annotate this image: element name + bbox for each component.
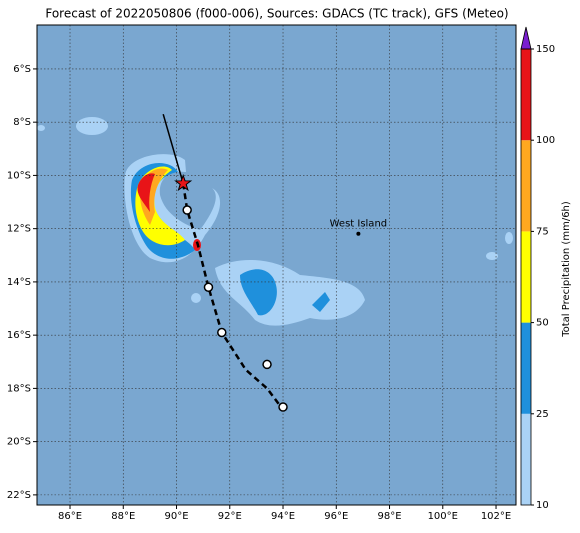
chart-title: Forecast of 2022050806 (f000-006), Sourc…: [45, 7, 508, 21]
axes: 86°E 88°E 90°E 92°E 94°E 96°E 98°E 100°E 102°E 6°…: [7, 64, 511, 522]
current-position: [174, 173, 193, 192]
place-marker: [356, 231, 361, 236]
colorbar-band: [521, 231, 531, 323]
track: West Island: [162, 113, 388, 412]
y-tick-label: 6°S: [13, 64, 31, 75]
colorbar-band: [521, 49, 531, 141]
place-label: West Island: [330, 219, 388, 230]
y-tick-label: 22°S: [7, 490, 31, 501]
colorbar-extend: [520, 26, 532, 50]
x-tick-label: 100°E: [428, 511, 458, 522]
x-tick-label: 86°E: [58, 511, 82, 522]
y-tick-label: 12°S: [7, 224, 31, 235]
colorbar-tick-label: 75: [536, 226, 549, 237]
x-tick-label: 98°E: [378, 511, 402, 522]
forecast-position: [203, 282, 214, 292]
map-frame: [36, 24, 517, 506]
colorbar-label: Total Precipitation (mm/6h): [561, 201, 572, 338]
colorbar-tick-label: 100: [536, 135, 555, 146]
y-tick-label: 10°S: [7, 170, 31, 181]
x-tick-label: 102°E: [481, 511, 511, 522]
colorbar-band: [521, 140, 531, 232]
forecast-position: [217, 327, 227, 338]
y-tick-label: 16°S: [7, 330, 31, 341]
colorbar-tick-label: 50: [536, 318, 549, 329]
y-tick-label: 8°S: [13, 117, 31, 128]
y-tick-label: 18°S: [7, 383, 31, 394]
colorbar-band: [521, 413, 531, 505]
forecast-track: [181, 183, 285, 411]
x-tick-label: 94°E: [271, 511, 295, 522]
x-tick-label: 92°E: [218, 511, 242, 522]
colorbar-frame: [520, 48, 532, 506]
x-tick-label: 90°E: [164, 511, 188, 522]
colorbar-tick-label: 25: [536, 409, 549, 420]
colorbar-tick-label: 150: [536, 44, 555, 55]
colorbar-tick-label: 10: [536, 500, 549, 511]
forecast-position: [262, 359, 272, 370]
past-track: [162, 113, 184, 184]
forecast-position: [278, 402, 288, 412]
y-tick-label: 14°S: [7, 277, 31, 288]
colorbar-band: [521, 322, 531, 414]
grid: [37, 25, 516, 505]
x-tick-label: 96°E: [324, 511, 348, 522]
colorbar: 10 25 50 75 100 150 Total Precipitation (mm/6h…: [520, 26, 572, 511]
y-tick-label: 20°S: [7, 437, 31, 448]
x-tick-label: 88°E: [111, 511, 135, 522]
forecast-position: [182, 205, 192, 215]
